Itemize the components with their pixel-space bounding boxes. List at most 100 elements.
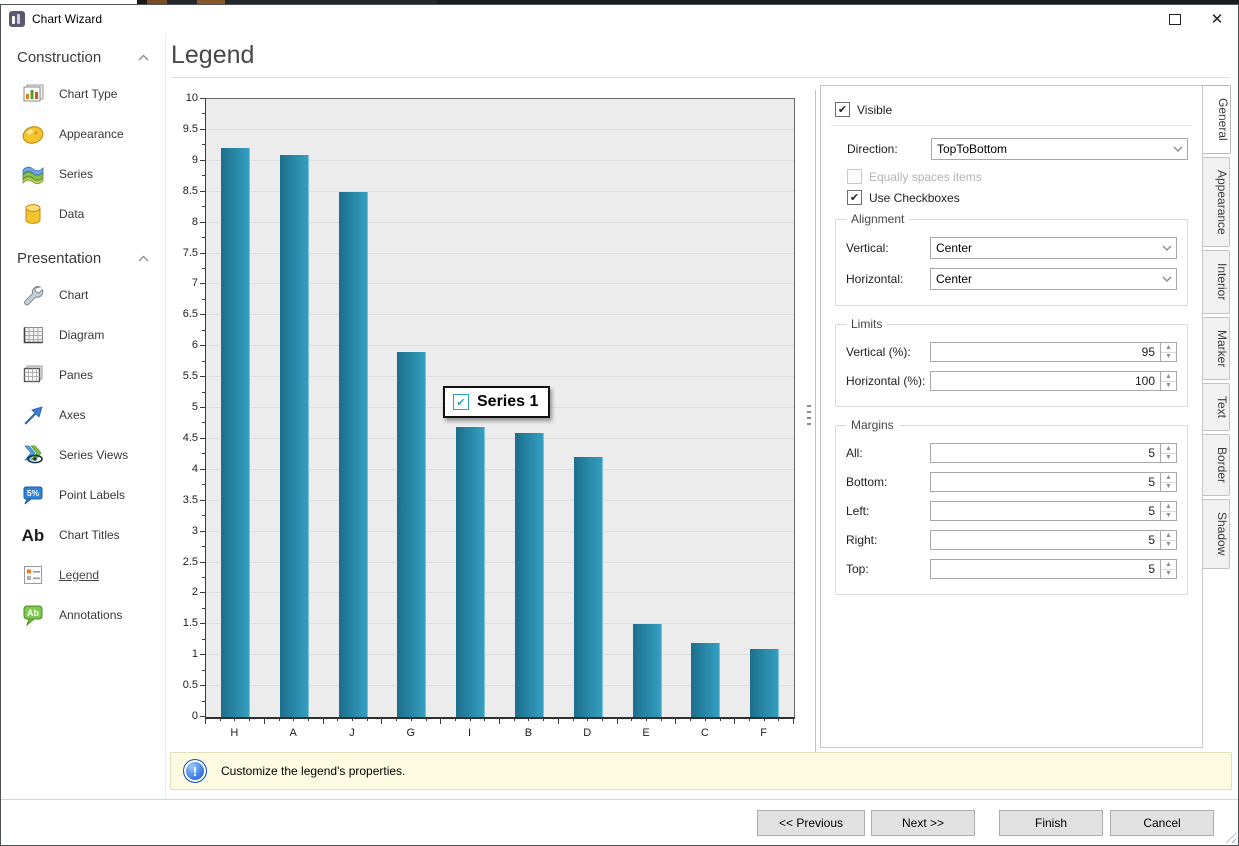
annotations-icon: Ab xyxy=(20,602,46,628)
tab-interior[interactable]: Interior xyxy=(1203,250,1230,314)
spin-down-icon[interactable]: ▼ xyxy=(1165,483,1172,491)
chevron-down-icon[interactable] xyxy=(1169,139,1187,159)
sidebar-item-data[interactable]: Data xyxy=(1,194,165,234)
bottom-spinner[interactable]: 5 ▲ ▼ xyxy=(930,472,1177,492)
tab-shadow[interactable]: Shadow xyxy=(1203,499,1230,569)
chevron-down-icon[interactable] xyxy=(1158,238,1176,258)
chevron-down-icon[interactable] xyxy=(1158,269,1176,289)
vertical-combobox[interactable]: Center xyxy=(930,237,1177,259)
spinner-buttons[interactable]: ▲ ▼ xyxy=(1161,501,1177,521)
top-spinner[interactable]: 5 ▲ ▼ xyxy=(930,559,1177,579)
appearance-icon xyxy=(20,121,46,147)
x-axis-tick xyxy=(587,718,589,721)
tab-border[interactable]: Border xyxy=(1203,434,1230,497)
sidebar-item-chart-titles[interactable]: Ab Chart Titles xyxy=(1,515,165,555)
gridline xyxy=(206,499,794,501)
use-checkboxes-checkbox[interactable] xyxy=(847,190,862,205)
x-axis-tick xyxy=(396,718,398,721)
spin-down-icon[interactable]: ▼ xyxy=(1165,454,1172,462)
spinner-buttons[interactable]: ▲ ▼ xyxy=(1161,371,1177,391)
form-label: Bottom: xyxy=(846,475,888,489)
spin-up-icon[interactable]: ▲ xyxy=(1161,531,1176,541)
finish-button[interactable]: Finish xyxy=(999,809,1103,836)
y-axis-tick xyxy=(200,654,205,656)
sidebar-item-point-labels[interactable]: 5% Point Labels xyxy=(1,475,165,515)
all-spinner[interactable]: 5 ▲ ▼ xyxy=(930,443,1177,463)
splitter-handle[interactable] xyxy=(807,405,811,427)
sidebar-item-axes[interactable]: Axes xyxy=(1,395,165,435)
sidebar-item-panes[interactable]: Panes xyxy=(1,355,165,395)
spinner-value[interactable]: 5 xyxy=(930,559,1161,579)
y-axis-tick xyxy=(200,592,205,594)
previous-button[interactable]: << Previous xyxy=(757,809,865,836)
tab-marker[interactable]: Marker xyxy=(1203,316,1230,381)
sidebar-item-series-views[interactable]: Series Views xyxy=(1,435,165,475)
data-icon xyxy=(20,201,46,227)
tab-text[interactable]: Text xyxy=(1203,383,1230,432)
spinner-value[interactable]: 5 xyxy=(930,530,1161,550)
x-axis-tick xyxy=(366,718,368,721)
bar-D xyxy=(573,457,603,717)
sidebar-item-diagram[interactable]: Diagram xyxy=(1,315,165,355)
sidebar-item-legend[interactable]: Legend xyxy=(1,555,165,595)
y-axis-tick xyxy=(200,468,205,470)
spin-up-icon[interactable]: ▲ xyxy=(1161,560,1176,570)
spinner-value[interactable]: 5 xyxy=(930,501,1161,521)
spin-down-icon[interactable]: ▼ xyxy=(1165,570,1172,578)
spinner-buttons[interactable]: ▲ ▼ xyxy=(1161,472,1177,492)
spinner-value[interactable]: 5 xyxy=(930,443,1161,463)
chevron-up-icon[interactable] xyxy=(138,54,149,61)
sidebar-item-appearance[interactable]: Appearance xyxy=(1,114,165,154)
sidebar-section-construction[interactable]: Construction xyxy=(1,33,165,74)
sidebar-item-label: Series xyxy=(59,167,94,181)
spin-up-icon[interactable]: ▲ xyxy=(1161,473,1176,483)
y-axis-tick xyxy=(200,190,205,192)
status-bar: Customize the legend's properties. xyxy=(170,752,1232,790)
spin-down-icon[interactable]: ▼ xyxy=(1165,382,1172,390)
spin-down-icon[interactable]: ▼ xyxy=(1165,541,1172,549)
spin-down-icon[interactable]: ▼ xyxy=(1165,512,1172,520)
legend-options-panel: Visible Direction: TopToBottom Equally s… xyxy=(820,85,1203,748)
spinner-buttons[interactable]: ▲ ▼ xyxy=(1161,443,1177,463)
y-axis-tick xyxy=(200,314,205,316)
spin-up-icon[interactable]: ▲ xyxy=(1161,502,1176,512)
sidebar-item-chart-type[interactable]: Chart Type xyxy=(1,74,165,114)
vertical-spinner[interactable]: 95 ▲ ▼ xyxy=(930,342,1177,362)
y-axis-tick xyxy=(200,530,205,532)
y-axis-tick xyxy=(202,700,205,702)
spinner-buttons[interactable]: ▲ ▼ xyxy=(1161,530,1177,550)
y-axis-label: 3.5 xyxy=(182,493,198,506)
legend-series-checkbox[interactable] xyxy=(453,394,469,410)
cancel-button[interactable]: Cancel xyxy=(1110,809,1214,836)
horizontal-combobox[interactable]: Center xyxy=(930,268,1177,290)
left-spinner[interactable]: 5 ▲ ▼ xyxy=(930,501,1177,521)
spinner-buttons[interactable]: ▲ ▼ xyxy=(1161,559,1177,579)
x-axis-tick xyxy=(307,718,309,721)
spin-up-icon[interactable]: ▲ xyxy=(1161,444,1176,454)
spin-up-icon[interactable]: ▲ xyxy=(1161,372,1176,382)
chevron-up-icon[interactable] xyxy=(138,255,149,262)
x-axis-tick xyxy=(234,718,236,721)
maximize-button[interactable] xyxy=(1154,5,1196,33)
spin-up-icon[interactable]: ▲ xyxy=(1161,343,1176,353)
right-spinner[interactable]: 5 ▲ ▼ xyxy=(930,530,1177,550)
y-axis-tick xyxy=(200,376,205,378)
sidebar-item-annotations[interactable]: Ab Annotations xyxy=(1,595,165,635)
spinner-value[interactable]: 5 xyxy=(930,472,1161,492)
next-button[interactable]: Next >> xyxy=(871,809,975,836)
spinner-value[interactable]: 100 xyxy=(930,371,1161,391)
close-button[interactable]: ✕ xyxy=(1196,5,1238,33)
sidebar-section-presentation[interactable]: Presentation xyxy=(1,234,165,275)
tab-general[interactable]: General xyxy=(1203,85,1231,154)
visible-checkbox[interactable] xyxy=(835,102,850,117)
sidebar-item-series[interactable]: Series xyxy=(1,154,165,194)
spinner-buttons[interactable]: ▲ ▼ xyxy=(1161,342,1177,362)
direction-combobox[interactable]: TopToBottom xyxy=(931,138,1188,160)
tab-appearance[interactable]: Appearance xyxy=(1203,156,1230,248)
y-axis-tick xyxy=(200,159,205,161)
form-label: Horizontal (%): xyxy=(846,374,926,388)
spinner-value[interactable]: 95 xyxy=(930,342,1161,362)
horizontal-spinner[interactable]: 100 ▲ ▼ xyxy=(930,371,1177,391)
sidebar-item-chart[interactable]: Chart xyxy=(1,275,165,315)
spin-down-icon[interactable]: ▼ xyxy=(1165,353,1172,361)
